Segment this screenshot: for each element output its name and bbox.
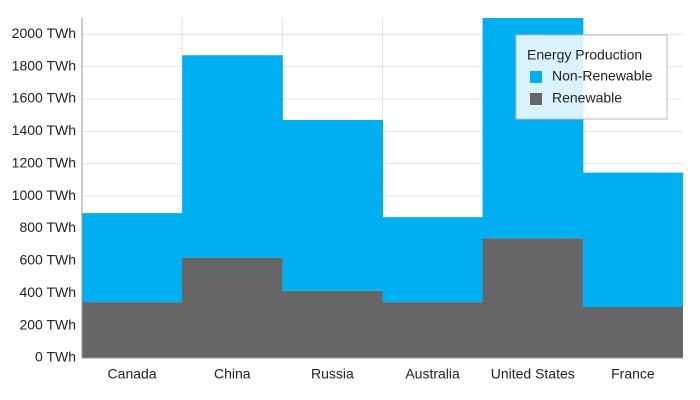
x-tick-label: China (214, 366, 251, 382)
legend-swatch (530, 71, 542, 83)
area-segment (282, 290, 383, 358)
x-tick-label: Canada (108, 366, 157, 382)
y-tick-label: 1600 TWh (12, 90, 76, 106)
area-segment (82, 302, 183, 358)
x-tick-label: Russia (311, 366, 354, 382)
y-tick-label: 1800 TWh (12, 57, 76, 73)
x-tick-label: France (611, 366, 655, 382)
area-segment (182, 55, 283, 258)
y-tick-label: 400 TWh (19, 284, 76, 300)
legend-label: Non-Renewable (552, 68, 653, 84)
legend-title: Energy Production (527, 47, 642, 63)
y-tick-label: 1200 TWh (12, 154, 76, 170)
legend: Energy Production Non-Renewable Renewable (515, 34, 668, 120)
area-segment (182, 257, 283, 358)
legend-label: Renewable (552, 90, 622, 106)
y-tick-label: 1400 TWh (12, 122, 76, 138)
area-segment (382, 217, 484, 303)
y-tick-label: 600 TWh (19, 252, 76, 268)
plot-area (82, 18, 683, 358)
axes: 0 TWh 200 TWh 400 TWh 600 TWh 800 TWh 1000 TW… (12, 18, 683, 382)
area-segment (482, 238, 584, 358)
y-tick-label: 0 TWh (35, 349, 76, 365)
area-segment (282, 120, 383, 291)
x-tick-label: Australia (405, 366, 460, 382)
area-segment (382, 302, 484, 358)
area-segment (82, 213, 183, 303)
y-tick-label: 800 TWh (19, 219, 76, 235)
y-tick-label: 1000 TWh (12, 187, 76, 203)
legend-swatch (530, 93, 542, 105)
area-segment (582, 307, 683, 358)
y-tick-label: 2000 TWh (12, 25, 76, 41)
x-tick-label: United States (491, 366, 575, 382)
y-tick-label: 200 TWh (19, 316, 76, 332)
area-segment (582, 172, 683, 307)
